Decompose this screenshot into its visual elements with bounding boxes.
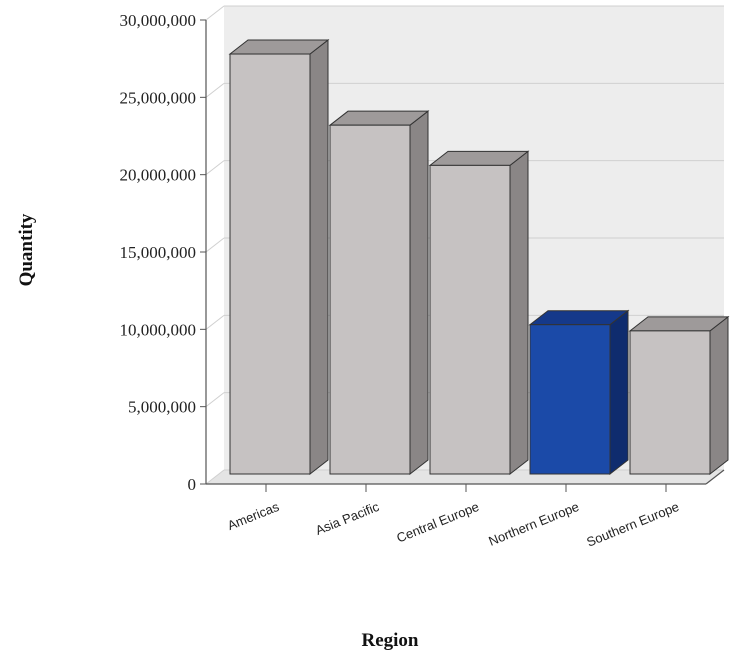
bar — [228, 39, 330, 476]
gridline-connector — [205, 314, 225, 330]
x-tick-label: Asia Pacific — [313, 499, 381, 538]
bar — [528, 309, 630, 476]
bar-front — [229, 53, 311, 475]
bar-top — [428, 150, 530, 166]
gridline-connector — [205, 237, 225, 253]
bar — [428, 150, 530, 476]
x-tick-label: Southern Europe — [584, 499, 681, 550]
bar-front — [629, 330, 711, 475]
y-tick-labels: 0 5,000,000 10,000,000 15,000,000 20,000,000… — [120, 11, 197, 494]
y-tick-label: 15,000,000 — [120, 243, 197, 262]
bar-front — [329, 124, 411, 475]
x-axis-depth-line — [705, 469, 725, 485]
y-tick-label: 20,000,000 — [120, 166, 197, 185]
bar-side — [409, 110, 429, 476]
y-axis-title: Quantity — [16, 213, 37, 286]
x-tick-label: Americas — [225, 499, 281, 533]
bar-side — [309, 39, 329, 476]
bar-top — [328, 110, 430, 126]
gridline-connector — [205, 392, 225, 408]
gridline-connector — [205, 82, 225, 98]
bar-front — [429, 164, 511, 475]
y-tick-label: 10,000,000 — [120, 320, 197, 339]
bar-top — [628, 316, 730, 332]
gridline-connector — [205, 160, 225, 176]
y-tick-label: 30,000,000 — [120, 11, 197, 30]
y-tick-label: 5,000,000 — [128, 398, 196, 417]
y-tick-label: 0 — [188, 475, 197, 494]
bar-top — [528, 310, 630, 326]
bar-side — [609, 309, 629, 476]
x-tick-labels: Americas Asia Pacific Central Europe Northe… — [225, 499, 681, 550]
bar-top — [228, 39, 330, 55]
bar-front — [529, 324, 611, 475]
x-tick-label: Central Europe — [394, 499, 481, 546]
axes — [200, 19, 725, 492]
gridline-connector — [205, 5, 225, 21]
bars — [228, 39, 730, 476]
bar — [328, 110, 430, 476]
y-tick-label: 25,000,000 — [120, 88, 197, 107]
x-tick-label: Northern Europe — [486, 499, 581, 549]
bar-side — [709, 315, 729, 476]
bar — [628, 315, 730, 476]
x-axis-title: Region — [362, 630, 419, 651]
gridline-connector — [205, 469, 225, 485]
bar-side — [509, 150, 529, 476]
